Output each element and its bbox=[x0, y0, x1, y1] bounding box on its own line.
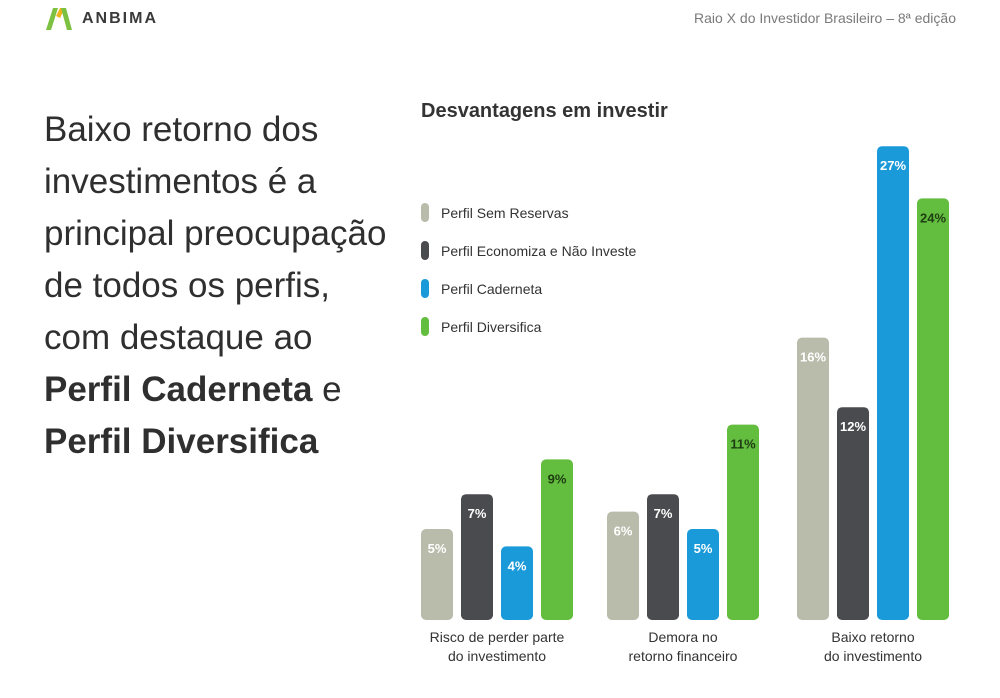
bar bbox=[647, 494, 679, 620]
headline-highlight: Perfil Diversifica bbox=[44, 422, 319, 461]
headline-line: principal preocupação bbox=[44, 214, 387, 253]
data-label: 11% bbox=[730, 437, 756, 452]
bar-base bbox=[461, 612, 493, 616]
legend-item: Perfil Economiza e Não Investe bbox=[421, 241, 636, 260]
headline-line: investimentos é a bbox=[44, 162, 317, 201]
category-label: Baixo retorno bbox=[831, 629, 914, 645]
bar-base bbox=[877, 612, 909, 616]
data-label: 5% bbox=[694, 541, 713, 556]
data-label: 9% bbox=[548, 471, 567, 486]
bar bbox=[687, 529, 719, 620]
anbima-logo: ANBIMA bbox=[44, 6, 158, 32]
data-label: 12% bbox=[840, 419, 866, 434]
legend-label: Perfil Sem Reservas bbox=[441, 204, 569, 221]
legend-item: Perfil Diversifica bbox=[421, 317, 636, 336]
headline-line: com destaque ao bbox=[44, 318, 313, 357]
chart-title: Desvantagens em investir bbox=[421, 100, 668, 122]
legend-label: Perfil Diversifica bbox=[441, 318, 542, 335]
bar bbox=[501, 546, 533, 620]
bar-base bbox=[541, 612, 573, 616]
legend-swatch bbox=[421, 317, 429, 336]
legend-item: Perfil Sem Reservas bbox=[421, 203, 636, 222]
bar bbox=[877, 146, 909, 620]
bar bbox=[607, 511, 639, 620]
category-label: do investimento bbox=[824, 648, 922, 664]
data-label: 4% bbox=[508, 558, 527, 573]
headline-line: Perfil Diversifica bbox=[44, 416, 384, 468]
bar bbox=[541, 459, 573, 620]
chart-legend: Perfil Sem Reservas Perfil Economiza e N… bbox=[421, 203, 636, 355]
headline: Baixo retorno dos investimentos é a prin… bbox=[44, 104, 387, 468]
bar bbox=[421, 529, 453, 620]
data-label: 24% bbox=[920, 210, 946, 225]
bar-base bbox=[917, 612, 949, 616]
bar-base bbox=[647, 612, 679, 616]
bar bbox=[917, 198, 949, 620]
headline-line: Baixo retorno dos bbox=[44, 110, 319, 149]
anbima-logo-icon bbox=[46, 8, 72, 30]
bar bbox=[727, 424, 759, 620]
headline-text: e bbox=[312, 370, 342, 409]
legend-item: Perfil Caderneta bbox=[421, 279, 636, 298]
category-label: Demora no bbox=[648, 629, 717, 645]
bar bbox=[837, 407, 869, 620]
bar-base bbox=[837, 612, 869, 616]
category-label: Risco de perder parte bbox=[430, 629, 565, 645]
data-label: 7% bbox=[468, 506, 487, 521]
legend-label: Perfil Caderneta bbox=[441, 280, 543, 297]
logo-text: ANBIMA bbox=[82, 10, 158, 27]
bar-base bbox=[607, 612, 639, 616]
bar bbox=[797, 337, 829, 620]
headline-line: Perfil Caderneta e bbox=[44, 364, 384, 416]
bar-base bbox=[727, 612, 759, 616]
legend-swatch bbox=[421, 203, 429, 222]
category-label: do investimento bbox=[448, 648, 546, 664]
legend-swatch bbox=[421, 241, 429, 260]
legend-label: Perfil Economiza e Não Investe bbox=[441, 242, 637, 259]
legend-swatch bbox=[421, 279, 429, 298]
bar-base bbox=[797, 612, 829, 616]
bar-base bbox=[501, 612, 533, 616]
bar-base bbox=[421, 612, 453, 616]
data-label: 27% bbox=[880, 158, 906, 173]
data-label: 7% bbox=[654, 506, 673, 521]
edition-label: Raio X do Investidor Brasileiro – 8ª edi… bbox=[694, 10, 956, 26]
data-label: 6% bbox=[614, 524, 633, 539]
headline-highlight: Perfil Caderneta bbox=[44, 370, 313, 409]
bar-base bbox=[687, 612, 719, 616]
headline-line: de todos os perfis, bbox=[44, 266, 330, 305]
data-label: 5% bbox=[428, 541, 447, 556]
data-label: 16% bbox=[800, 350, 826, 365]
category-label: retorno financeiro bbox=[629, 648, 738, 664]
bar bbox=[461, 494, 493, 620]
